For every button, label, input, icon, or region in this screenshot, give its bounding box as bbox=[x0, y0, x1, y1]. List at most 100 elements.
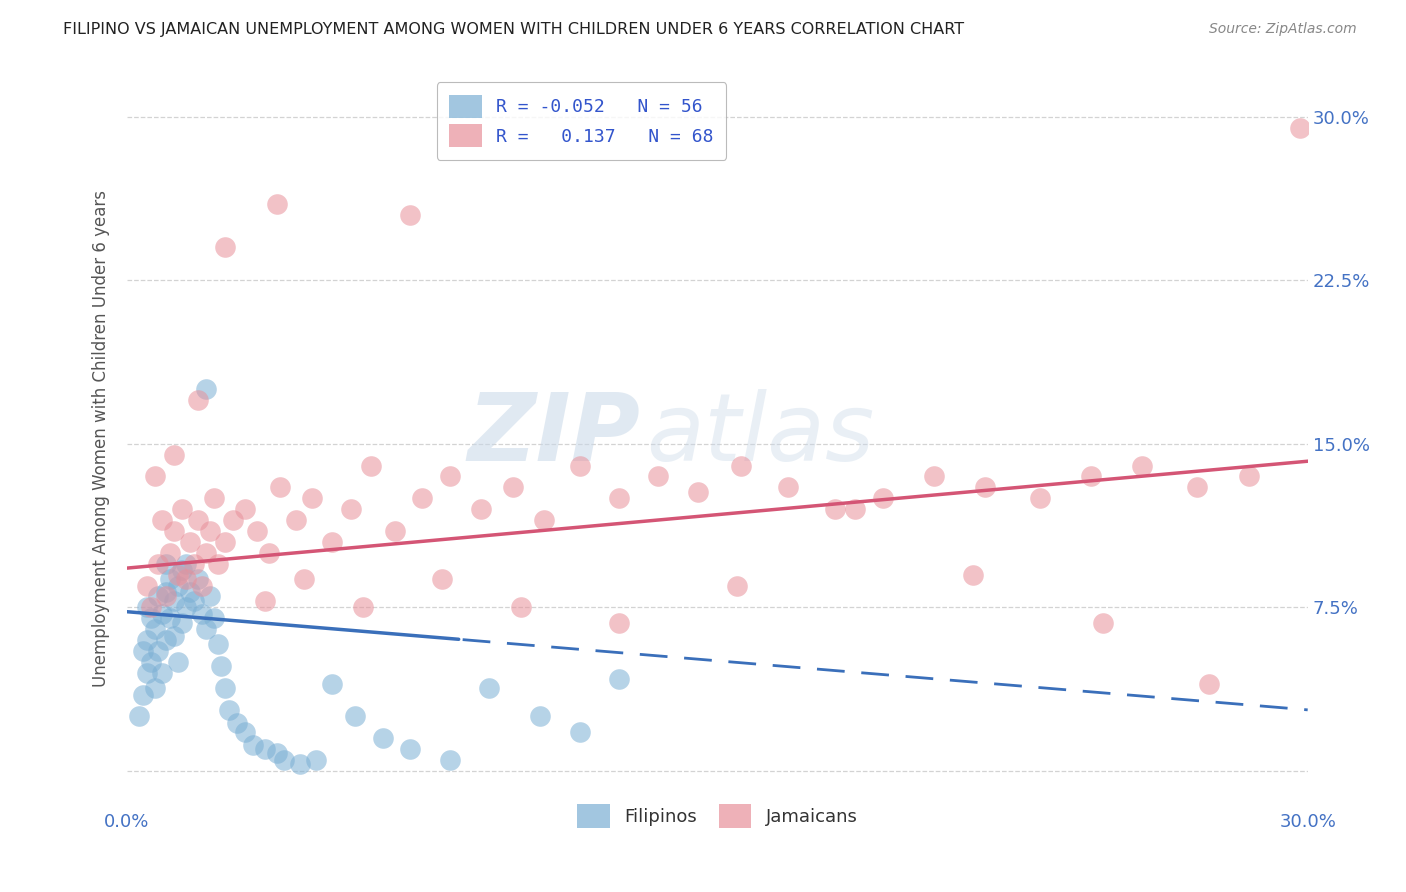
Point bbox=[194, 622, 217, 636]
Point bbox=[172, 615, 194, 630]
Point bbox=[155, 557, 177, 571]
Point bbox=[179, 585, 201, 599]
Point bbox=[321, 535, 343, 549]
Point bbox=[167, 655, 190, 669]
Point bbox=[399, 208, 422, 222]
Point bbox=[174, 572, 197, 586]
Point bbox=[191, 607, 214, 621]
Point bbox=[139, 655, 162, 669]
Point bbox=[344, 709, 367, 723]
Point bbox=[191, 578, 214, 592]
Point bbox=[568, 458, 591, 473]
Point bbox=[430, 572, 453, 586]
Point bbox=[529, 709, 551, 723]
Point bbox=[187, 393, 209, 408]
Point bbox=[167, 578, 190, 592]
Point bbox=[502, 480, 524, 494]
Point bbox=[198, 590, 221, 604]
Y-axis label: Unemployment Among Women with Children Under 6 years: Unemployment Among Women with Children U… bbox=[93, 190, 110, 687]
Point bbox=[253, 594, 276, 608]
Point bbox=[159, 611, 181, 625]
Point bbox=[218, 703, 240, 717]
Point bbox=[266, 747, 288, 761]
Point bbox=[340, 502, 363, 516]
Text: Source: ZipAtlas.com: Source: ZipAtlas.com bbox=[1209, 22, 1357, 37]
Legend: Filipinos, Jamaicans: Filipinos, Jamaicans bbox=[569, 797, 865, 835]
Point bbox=[152, 665, 174, 680]
Point bbox=[778, 480, 800, 494]
Point bbox=[607, 491, 630, 506]
Point bbox=[824, 502, 846, 516]
Point bbox=[242, 738, 264, 752]
Point bbox=[233, 502, 256, 516]
Point bbox=[509, 600, 531, 615]
Point bbox=[269, 480, 291, 494]
Point bbox=[305, 753, 328, 767]
Point bbox=[174, 600, 197, 615]
Point bbox=[1132, 458, 1154, 473]
Point bbox=[273, 753, 295, 767]
Point bbox=[128, 709, 150, 723]
Point bbox=[159, 546, 181, 560]
Point bbox=[139, 600, 162, 615]
Point bbox=[135, 578, 157, 592]
Point bbox=[152, 513, 174, 527]
Point bbox=[135, 633, 157, 648]
Point bbox=[159, 572, 181, 586]
Point bbox=[163, 524, 186, 538]
Point bbox=[152, 607, 174, 621]
Point bbox=[187, 513, 209, 527]
Text: ZIP: ZIP bbox=[468, 389, 641, 481]
Point bbox=[222, 513, 245, 527]
Point bbox=[132, 688, 155, 702]
Point bbox=[143, 681, 166, 695]
Point bbox=[187, 572, 209, 586]
Point bbox=[139, 611, 162, 625]
Point bbox=[1092, 615, 1115, 630]
Point bbox=[607, 673, 630, 687]
Point bbox=[371, 731, 394, 746]
Point bbox=[568, 724, 591, 739]
Point bbox=[214, 240, 236, 254]
Point bbox=[384, 524, 406, 538]
Point bbox=[1080, 469, 1102, 483]
Point bbox=[288, 757, 311, 772]
Point bbox=[321, 676, 343, 690]
Point bbox=[207, 557, 229, 571]
Point bbox=[439, 753, 461, 767]
Point bbox=[730, 458, 752, 473]
Point bbox=[194, 546, 217, 560]
Point bbox=[1198, 676, 1220, 690]
Point bbox=[647, 469, 669, 483]
Point bbox=[148, 590, 170, 604]
Point bbox=[167, 567, 190, 582]
Point bbox=[214, 535, 236, 549]
Point bbox=[301, 491, 323, 506]
Point bbox=[155, 633, 177, 648]
Point bbox=[1187, 480, 1209, 494]
Point bbox=[725, 578, 748, 592]
Point bbox=[439, 469, 461, 483]
Point bbox=[233, 724, 256, 739]
Point bbox=[607, 615, 630, 630]
Point bbox=[214, 681, 236, 695]
Point bbox=[143, 622, 166, 636]
Point bbox=[135, 665, 157, 680]
Point bbox=[974, 480, 997, 494]
Point bbox=[172, 502, 194, 516]
Point bbox=[172, 563, 194, 577]
Point bbox=[844, 502, 866, 516]
Point bbox=[285, 513, 308, 527]
Point bbox=[470, 502, 492, 516]
Point bbox=[1288, 120, 1310, 135]
Point bbox=[360, 458, 382, 473]
Point bbox=[962, 567, 984, 582]
Point bbox=[266, 197, 288, 211]
Point bbox=[399, 742, 422, 756]
Point bbox=[155, 585, 177, 599]
Point bbox=[202, 491, 225, 506]
Point bbox=[1237, 469, 1260, 483]
Point bbox=[198, 524, 221, 538]
Point bbox=[135, 600, 157, 615]
Point bbox=[1029, 491, 1052, 506]
